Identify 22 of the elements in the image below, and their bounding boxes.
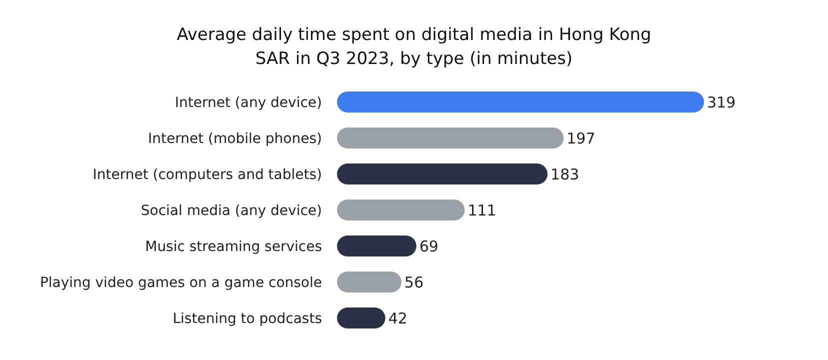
data-label: 197 <box>566 129 596 148</box>
bar <box>337 200 465 220</box>
bar <box>337 236 416 256</box>
chart-title: Average daily time spent on digital media in Hong Kong SAR in Q3 2023, by type (in minutes) <box>176 25 652 69</box>
data-label: 111 <box>468 201 496 220</box>
y-tick-label: Music streaming services <box>145 238 322 255</box>
y-tick-label: Internet (computers and tablets) <box>92 166 322 183</box>
bar <box>337 92 704 112</box>
bar <box>337 308 386 328</box>
y-tick-label: Internet (any device) <box>174 94 322 111</box>
y-tick-label: Listening to podcasts <box>172 310 322 327</box>
y-tick-label: Internet (mobile phones) <box>148 130 322 147</box>
bar <box>337 128 564 148</box>
y-tick-label: Playing video games on a game console <box>40 274 322 291</box>
data-label: 56 <box>404 273 424 292</box>
data-label: 183 <box>550 165 580 184</box>
bar <box>337 164 548 184</box>
y-tick-label: Social media (any device) <box>140 202 322 219</box>
bar <box>337 272 402 292</box>
data-label: 42 <box>388 309 408 328</box>
data-label: 319 <box>707 93 736 112</box>
data-label: 69 <box>419 237 438 256</box>
